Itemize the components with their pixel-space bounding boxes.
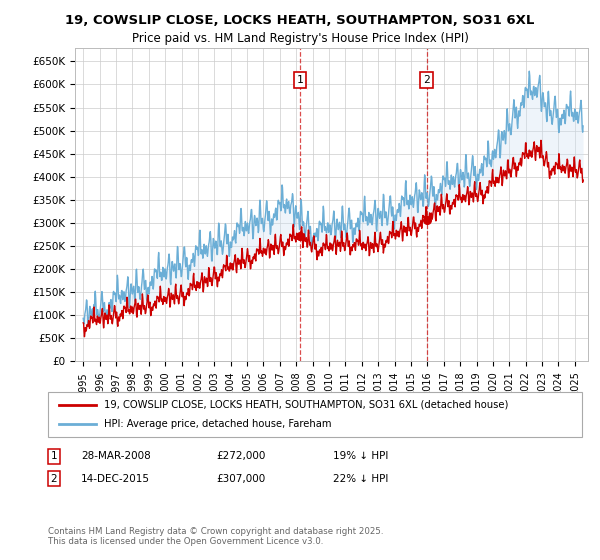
Text: 2: 2 — [50, 474, 58, 484]
Text: 1: 1 — [50, 451, 58, 461]
FancyBboxPatch shape — [48, 392, 582, 437]
Text: £307,000: £307,000 — [216, 474, 265, 484]
Text: HPI: Average price, detached house, Fareham: HPI: Average price, detached house, Fare… — [104, 419, 332, 430]
Text: 1: 1 — [296, 75, 304, 85]
Text: 14-DEC-2015: 14-DEC-2015 — [81, 474, 150, 484]
Text: 22% ↓ HPI: 22% ↓ HPI — [333, 474, 388, 484]
Text: Price paid vs. HM Land Registry's House Price Index (HPI): Price paid vs. HM Land Registry's House … — [131, 32, 469, 45]
Text: £272,000: £272,000 — [216, 451, 265, 461]
Text: 2: 2 — [423, 75, 430, 85]
Text: Contains HM Land Registry data © Crown copyright and database right 2025.
This d: Contains HM Land Registry data © Crown c… — [48, 526, 383, 546]
Text: 19% ↓ HPI: 19% ↓ HPI — [333, 451, 388, 461]
Text: 19, COWSLIP CLOSE, LOCKS HEATH, SOUTHAMPTON, SO31 6XL: 19, COWSLIP CLOSE, LOCKS HEATH, SOUTHAMP… — [65, 14, 535, 27]
Text: 28-MAR-2008: 28-MAR-2008 — [81, 451, 151, 461]
Text: 19, COWSLIP CLOSE, LOCKS HEATH, SOUTHAMPTON, SO31 6XL (detached house): 19, COWSLIP CLOSE, LOCKS HEATH, SOUTHAMP… — [104, 399, 508, 409]
